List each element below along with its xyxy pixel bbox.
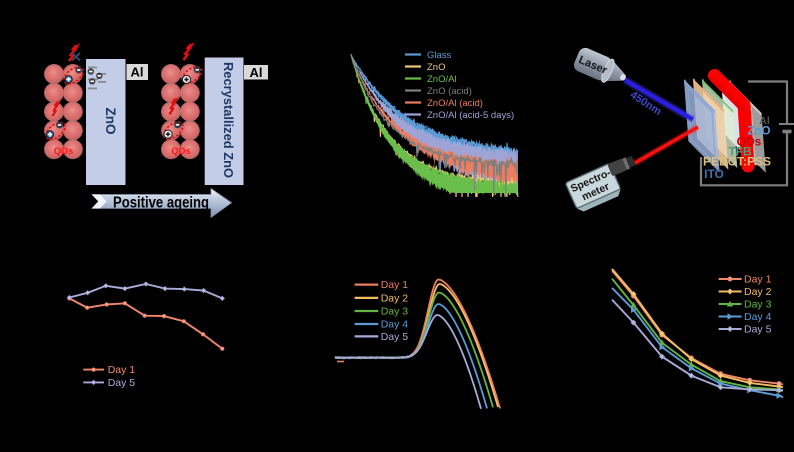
svg-text:QDs: QDs: [171, 146, 191, 157]
svg-text:Day 1: Day 1: [381, 279, 409, 291]
svg-text:Day 4: Day 4: [744, 311, 772, 323]
svg-text:Al: Al: [131, 65, 144, 80]
svg-text:Day 3: Day 3: [744, 299, 772, 311]
svg-text:Al: Al: [759, 115, 770, 127]
svg-text:Day 5: Day 5: [381, 331, 409, 343]
svg-text:Recrystallized ZnO: Recrystallized ZnO: [221, 62, 236, 178]
svg-text:Day 2: Day 2: [744, 286, 772, 298]
svg-text:Day 5: Day 5: [108, 377, 136, 389]
svg-text:ZnO: ZnO: [103, 108, 118, 135]
svg-text:Day 1: Day 1: [744, 274, 772, 286]
svg-text:Glass: Glass: [427, 50, 452, 61]
svg-text:ZnO: ZnO: [427, 62, 445, 73]
svg-text:ZnO (acid): ZnO (acid): [427, 86, 472, 97]
svg-text:QDs: QDs: [54, 146, 74, 157]
svg-text:ZnO/Al (acid): ZnO/Al (acid): [427, 98, 483, 109]
svg-text:Day 1: Day 1: [108, 364, 136, 376]
svg-text:Positive ageing: Positive ageing: [113, 195, 209, 212]
svg-text:Day 3: Day 3: [381, 306, 409, 318]
svg-text:ZnO/Al: ZnO/Al: [427, 74, 457, 85]
svg-text:ZnO: ZnO: [748, 126, 771, 138]
svg-text:Day 2: Day 2: [381, 293, 409, 305]
svg-text:TFB: TFB: [728, 145, 752, 159]
svg-text:ZnO/Al (acid-5 days): ZnO/Al (acid-5 days): [427, 110, 514, 121]
svg-text:ITO: ITO: [704, 167, 724, 181]
svg-text:QDs: QDs: [737, 135, 762, 149]
svg-text:Day 5: Day 5: [744, 324, 772, 336]
svg-text:Day 4: Day 4: [381, 319, 409, 331]
svg-text:PEDOT:PSS: PEDOT:PSS: [703, 155, 771, 169]
svg-text:Al: Al: [250, 65, 263, 80]
